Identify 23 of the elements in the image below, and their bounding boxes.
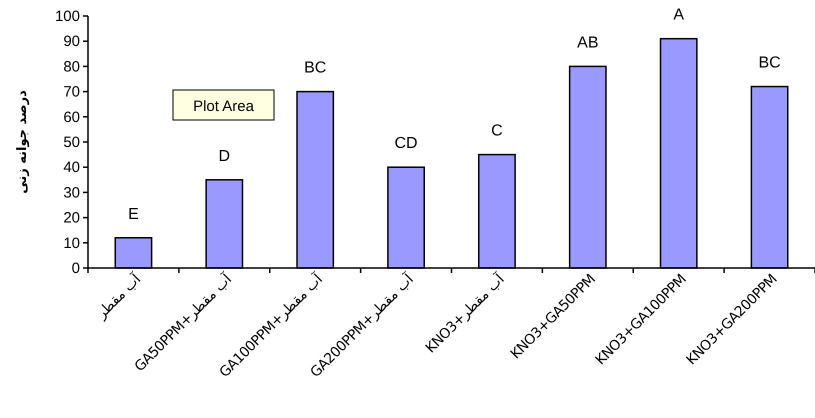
y-tick-label: 90 (63, 33, 80, 50)
annotation: D (218, 148, 230, 165)
annotation: Plot Area (193, 98, 255, 115)
y-tick-label: 30 (63, 184, 80, 202)
y-tick-label: 70 (63, 84, 80, 101)
annotation: BC (304, 60, 326, 77)
y-tick-label: 60 (63, 108, 80, 126)
annotation: C (491, 122, 503, 140)
y-tick-label: 0 (72, 260, 80, 277)
note: Plot Area (172, 90, 274, 120)
y-tick-label: 40 (63, 159, 80, 176)
y-axis-title: درصد جوانه زنی (15, 90, 30, 194)
annotation: CD (394, 135, 418, 152)
y-tick-label: 100 (54, 8, 80, 25)
annotation: AB (577, 34, 598, 52)
x-tick-label: KNO3+آب مقطر (421, 269, 509, 356)
annotation: A (673, 6, 684, 24)
y-tick-label: 50 (63, 134, 80, 151)
annotation: BC (758, 54, 781, 72)
annotation: E (128, 206, 139, 223)
y-tick-label: 80 (63, 58, 80, 76)
y-tick-label: 20 (63, 210, 80, 227)
y-tick-label: 10 (63, 234, 80, 252)
